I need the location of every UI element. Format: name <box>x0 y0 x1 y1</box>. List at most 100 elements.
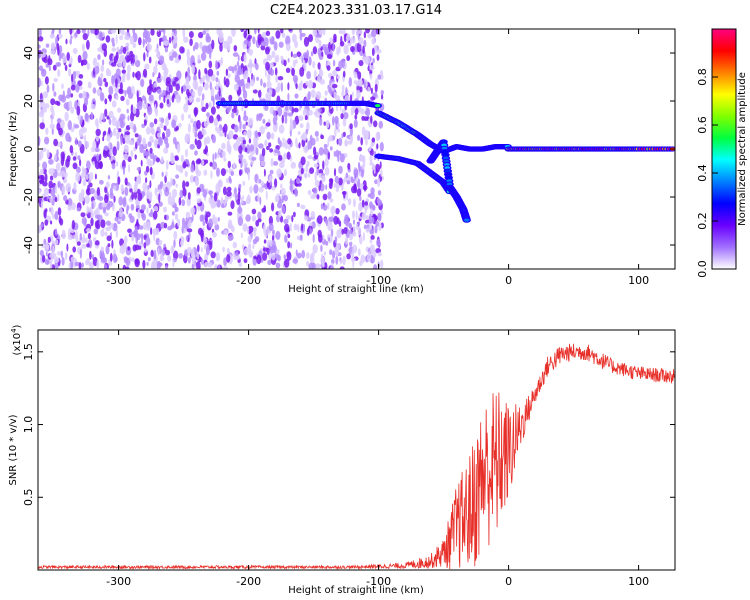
noise-speckle <box>328 41 331 52</box>
noise-speckle <box>355 210 358 220</box>
noise-speckle <box>283 59 287 67</box>
noise-speckle <box>186 246 192 254</box>
noise-speckle <box>41 68 47 77</box>
noise-speckle <box>149 135 154 142</box>
noise-speckle <box>81 61 84 66</box>
noise-speckle <box>248 40 251 48</box>
noise-speckle <box>75 230 78 238</box>
noise-speckle <box>380 90 384 95</box>
noise-speckle <box>235 251 239 257</box>
noise-speckle <box>369 201 373 209</box>
noise-speckle <box>174 58 180 64</box>
noise-speckle <box>287 241 291 249</box>
noise-speckle <box>377 190 382 196</box>
noise-speckle <box>135 70 141 81</box>
noise-speckle <box>306 121 310 132</box>
noise-speckle <box>233 45 238 52</box>
noise-speckle <box>70 84 76 91</box>
noise-speckle <box>100 229 105 237</box>
noise-speckle <box>123 153 129 161</box>
noise-speckle <box>299 234 303 241</box>
noise-speckle <box>324 157 329 167</box>
noise-speckle <box>189 38 193 46</box>
noise-speckle <box>72 162 78 170</box>
noise-speckle <box>358 161 360 169</box>
noise-speckle <box>303 145 309 154</box>
noise-speckle <box>124 90 127 97</box>
noise-speckle <box>146 261 149 266</box>
x-tick-label: -100 <box>366 274 391 287</box>
noise-speckle <box>151 128 156 136</box>
noise-speckle <box>75 137 78 145</box>
noise-speckle <box>299 32 303 41</box>
noise-speckle <box>249 66 252 74</box>
x-tick-label: -100 <box>366 575 391 588</box>
noise-speckle <box>196 261 201 269</box>
noise-speckle <box>340 35 343 45</box>
noise-speckle <box>173 239 176 248</box>
noise-speckle <box>320 244 323 252</box>
noise-speckle <box>231 111 235 119</box>
y-tick-label: 20 <box>22 94 35 108</box>
noise-speckle <box>287 145 291 150</box>
noise-speckle <box>228 167 232 174</box>
noise-speckle <box>100 112 104 120</box>
noise-speckle <box>321 175 326 183</box>
noise-speckle <box>330 205 336 215</box>
noise-speckle <box>197 86 202 97</box>
noise-speckle <box>145 151 148 160</box>
noise-speckle <box>228 145 232 155</box>
noise-speckle <box>268 142 272 148</box>
noise-speckle <box>121 69 127 74</box>
noise-speckle <box>318 169 324 175</box>
x-tick-label: 100 <box>628 274 649 287</box>
noise-speckle <box>278 124 285 134</box>
noise-speckle <box>369 161 374 166</box>
noise-speckle <box>341 203 346 211</box>
noise-speckle <box>60 250 64 259</box>
noise-speckle <box>222 266 229 269</box>
noise-speckle <box>139 143 145 154</box>
noise-speckle <box>291 67 295 77</box>
y-tick-label: -40 <box>22 236 35 254</box>
noise-speckle <box>85 237 88 244</box>
noise-speckle <box>339 153 345 163</box>
noise-speckle <box>163 147 169 154</box>
noise-speckle <box>245 121 248 126</box>
noise-speckle <box>190 55 195 65</box>
noise-speckle <box>329 249 333 256</box>
noise-speckle <box>214 223 220 231</box>
noise-speckle <box>345 236 349 245</box>
noise-speckle <box>259 196 262 205</box>
noise-speckle <box>222 150 226 158</box>
noise-speckle <box>100 72 104 79</box>
noise-speckle <box>306 71 311 80</box>
noise-speckle <box>334 175 340 184</box>
noise-speckle <box>236 61 240 67</box>
noise-speckle <box>195 159 202 165</box>
noise-speckle <box>381 94 384 100</box>
noise-speckle <box>258 186 264 193</box>
spectrogram-y-axis-label: Frequency (Hz) <box>8 111 19 187</box>
noise-speckle <box>252 238 258 245</box>
noise-speckle <box>203 137 207 147</box>
noise-speckle <box>96 153 100 161</box>
noise-speckle <box>162 132 165 140</box>
noise-speckle <box>123 256 128 261</box>
noise-speckle <box>141 204 146 211</box>
noise-speckle <box>321 266 327 269</box>
noise-speckle <box>290 242 293 249</box>
noise-speckle <box>54 197 58 203</box>
noise-speckle <box>226 247 230 255</box>
noise-speckle <box>285 35 291 46</box>
noise-speckle <box>149 147 153 154</box>
noise-speckle <box>103 206 107 213</box>
noise-speckle <box>82 90 87 100</box>
noise-speckle <box>339 266 345 269</box>
noise-speckle <box>165 77 171 84</box>
noise-speckle <box>214 264 218 269</box>
noise-speckle <box>163 29 166 36</box>
noise-speckle <box>217 187 221 193</box>
noise-speckle <box>155 60 159 67</box>
noise-speckle <box>71 202 76 211</box>
